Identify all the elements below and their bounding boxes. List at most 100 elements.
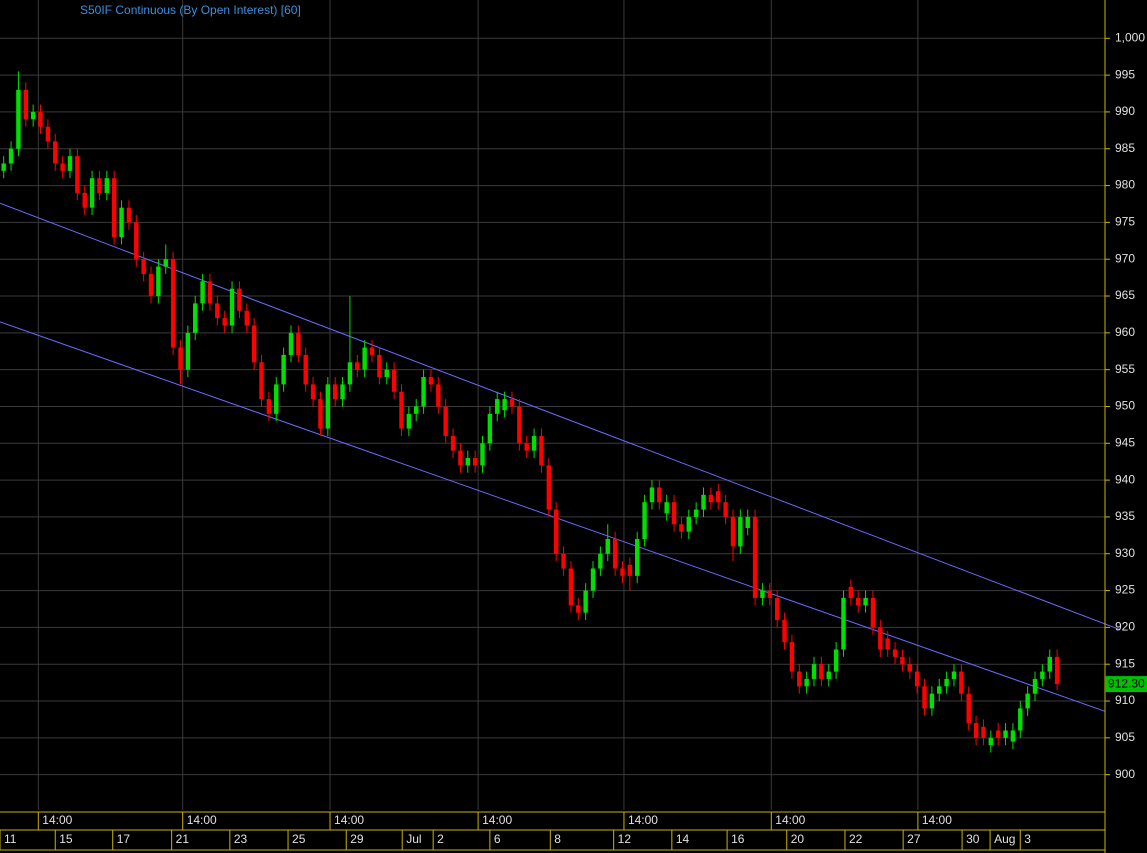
candle-body xyxy=(414,406,419,414)
candle-body xyxy=(384,369,389,378)
candle-body xyxy=(1003,730,1008,738)
candle-body xyxy=(303,354,308,385)
candle-body xyxy=(856,597,861,606)
y-tick-label: 925 xyxy=(1115,583,1135,597)
candle-body xyxy=(119,207,124,238)
candle-body xyxy=(443,406,448,436)
candle-body xyxy=(1054,656,1060,685)
candle-body xyxy=(126,207,132,223)
candle-body xyxy=(244,310,249,326)
x-tick-label: 8 xyxy=(554,832,561,846)
candle-body xyxy=(200,281,205,304)
candle-body xyxy=(988,737,994,746)
candle-body xyxy=(67,156,73,171)
candle-body xyxy=(237,288,242,311)
candle-body xyxy=(347,362,353,385)
candle-body xyxy=(826,671,831,679)
candle-body xyxy=(399,391,404,429)
candle-body xyxy=(539,435,544,466)
y-tick-label: 995 xyxy=(1115,67,1135,81)
candle-body xyxy=(642,502,647,540)
y-tick-label: 930 xyxy=(1115,546,1135,560)
y-tick-label: 965 xyxy=(1115,288,1135,302)
candle-body xyxy=(716,491,721,503)
candle-body xyxy=(878,627,883,650)
candle-body xyxy=(590,568,596,591)
candle-body xyxy=(325,384,331,429)
candle-body xyxy=(804,678,809,687)
candle-body xyxy=(288,332,294,355)
candle-body xyxy=(951,671,957,679)
candle-body xyxy=(701,494,706,510)
candle-body xyxy=(914,671,920,687)
candle-body xyxy=(627,564,633,576)
y-tick-label: 940 xyxy=(1115,472,1135,486)
x-tick-label: 15 xyxy=(59,832,73,846)
candle-body xyxy=(310,384,316,400)
y-tick-label: 985 xyxy=(1115,141,1135,155)
candle-body xyxy=(185,332,191,370)
candle-body xyxy=(620,568,625,576)
x-tick-label: 17 xyxy=(117,832,131,846)
candle-body xyxy=(134,222,139,260)
candle-body xyxy=(16,89,21,149)
candle-body xyxy=(45,126,51,142)
candle-body xyxy=(222,318,227,326)
candle-body xyxy=(89,178,95,208)
y-tick-label: 920 xyxy=(1115,620,1135,634)
candle-body xyxy=(23,89,28,120)
candle-body xyxy=(148,273,154,297)
last-price-box xyxy=(1105,676,1147,693)
candle-body xyxy=(75,156,80,193)
candle-body xyxy=(251,325,257,363)
candle-body xyxy=(657,487,662,503)
candle-body xyxy=(863,597,868,606)
candle-body xyxy=(900,656,905,665)
x-tick-label: 30 xyxy=(966,832,980,846)
candle-body xyxy=(391,369,397,392)
candle-body xyxy=(811,664,817,679)
x-tick-label: 22 xyxy=(849,832,863,846)
candle-body xyxy=(782,620,787,643)
x-tick-label: 14 xyxy=(676,832,690,846)
x-tick-label: 14:00 xyxy=(187,813,217,827)
x-tick-label: 2 xyxy=(437,832,444,846)
candle-body xyxy=(355,362,360,370)
candle-body xyxy=(1018,708,1023,731)
y-tick-label: 970 xyxy=(1115,251,1135,265)
candle-body xyxy=(760,590,765,598)
candle-body xyxy=(524,443,529,451)
candles xyxy=(1,71,1060,753)
candle-body xyxy=(870,597,876,628)
candle-body xyxy=(841,597,846,650)
candle-body xyxy=(693,509,699,517)
candle-body xyxy=(819,664,824,679)
candle-body xyxy=(752,516,758,598)
y-tick-label: 915 xyxy=(1115,656,1135,670)
y-tick-label: 955 xyxy=(1115,362,1135,376)
candle-body xyxy=(679,524,684,532)
candle-body xyxy=(583,590,588,613)
candle-body xyxy=(944,678,949,687)
candle-body xyxy=(281,354,286,385)
x-tick-label: 29 xyxy=(350,832,364,846)
x-tick-label: 3 xyxy=(1024,832,1031,846)
candle-body xyxy=(53,141,58,164)
candle-body xyxy=(929,693,935,709)
candle-body xyxy=(959,671,964,694)
x-tick-label: 11 xyxy=(4,832,17,846)
x-tick-label: 14:00 xyxy=(922,813,952,827)
x-tick-label: 16 xyxy=(731,832,745,846)
candle-body xyxy=(745,516,750,528)
candle-body xyxy=(421,377,426,407)
candle-body xyxy=(973,723,979,738)
candle-body xyxy=(517,406,522,444)
candle-body xyxy=(296,332,301,355)
x-tick-label: 14:00 xyxy=(334,813,364,827)
candle-body xyxy=(1040,671,1045,679)
y-tick-label: 900 xyxy=(1115,767,1135,781)
x-tick-label: 27 xyxy=(907,832,921,846)
candle-body xyxy=(259,362,264,400)
